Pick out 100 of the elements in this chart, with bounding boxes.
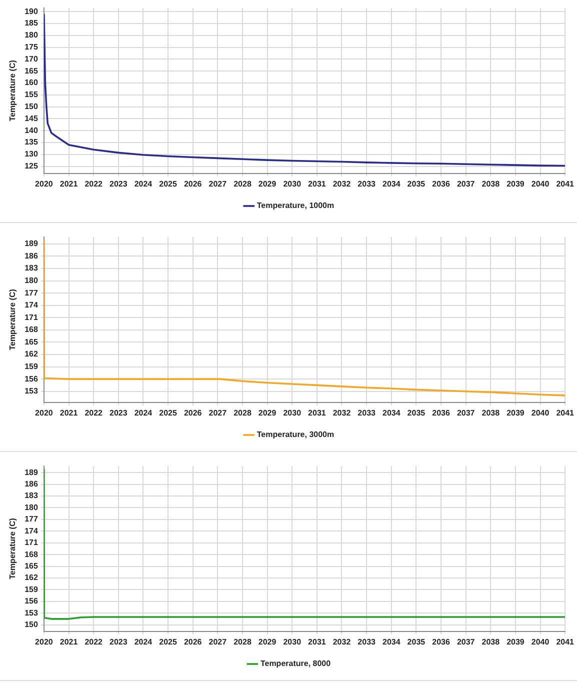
y-tick-label: 174: [24, 300, 38, 310]
x-tick-label: 2041: [556, 637, 575, 646]
y-tick-label: 180: [24, 30, 38, 40]
x-tick-label: 2028: [234, 179, 252, 188]
x-tick-label: 2039: [506, 637, 525, 646]
x-tick-label: 2036: [432, 637, 450, 646]
x-tick-label: 2020: [35, 408, 54, 418]
y-axis-title: Temperature (C): [8, 60, 18, 122]
x-tick-label: 2029: [258, 179, 277, 188]
x-tick-label: 2021: [60, 637, 78, 646]
x-tick-label: 2032: [332, 179, 352, 188]
x-tick-label: 2026: [184, 408, 202, 418]
x-tick-label: 2022: [84, 408, 104, 418]
x-tick-label: 2031: [308, 408, 326, 418]
x-tick-label: 2040: [531, 408, 550, 418]
x-tick-label: 2038: [482, 408, 500, 418]
legend-label: Temperature, 3000m: [256, 430, 334, 440]
y-tick-label: 165: [24, 66, 38, 76]
y-tick-label: 165: [24, 337, 38, 346]
x-tick-label: 2026: [184, 179, 202, 188]
y-tick-label: 190: [24, 6, 38, 16]
x-tick-label: 2035: [407, 179, 426, 188]
x-tick-label: 2040: [531, 637, 550, 646]
x-tick-label: 2035: [407, 637, 426, 646]
y-tick-label: 150: [24, 102, 38, 111]
y-tick-label: 130: [24, 150, 38, 159]
y-tick-label: 171: [24, 538, 38, 548]
y-tick-label: 185: [24, 18, 38, 28]
x-tick-label: 2037: [456, 637, 476, 646]
y-tick-label: 145: [24, 114, 38, 123]
y-tick-label: 170: [24, 54, 38, 64]
x-tick-label: 2038: [482, 179, 500, 188]
x-tick-label: 2020: [35, 179, 54, 188]
x-tick-label: 2030: [283, 179, 302, 188]
x-tick-label: 2028: [234, 637, 252, 646]
x-tick-label: 2022: [84, 179, 104, 188]
y-tick-label: 165: [24, 561, 38, 570]
x-tick-label: 2031: [308, 637, 326, 646]
x-tick-label: 2027: [208, 408, 228, 418]
y-tick-label: 183: [24, 491, 38, 500]
legend-label: Temperature, 1000m: [256, 201, 334, 210]
y-tick-label: 155: [24, 90, 38, 100]
x-tick-label: 2023: [110, 637, 128, 646]
y-tick-label: 186: [24, 251, 38, 260]
x-tick-label: 2036: [432, 179, 450, 188]
x-tick-label: 2033: [358, 179, 376, 188]
y-tick-label: 171: [24, 312, 38, 322]
x-tick-label: 2031: [308, 179, 326, 188]
y-tick-label: 180: [24, 276, 38, 286]
x-tick-label: 2027: [208, 179, 228, 188]
x-tick-label: 2029: [258, 408, 277, 418]
x-tick-label: 2028: [234, 408, 252, 418]
y-tick-label: 159: [24, 362, 38, 371]
y-tick-label: 189: [24, 239, 38, 248]
y-tick-label: 156: [24, 374, 38, 384]
y-tick-label: 168: [24, 325, 38, 334]
x-tick-label: 2030: [283, 637, 302, 646]
x-tick-label: 2034: [382, 408, 401, 418]
x-tick-label: 2024: [134, 408, 153, 418]
y-tick-label: 156: [24, 596, 38, 606]
y-tick-label: 140: [24, 126, 38, 135]
y-tick-label: 177: [24, 288, 38, 298]
x-tick-label: 2022: [84, 637, 104, 646]
y-tick-label: 177: [24, 514, 38, 524]
x-tick-label: 2034: [382, 637, 401, 646]
x-tick-label: 2039: [506, 179, 525, 188]
x-tick-label: 2035: [407, 408, 426, 418]
x-tick-label: 2041: [556, 408, 575, 418]
x-tick-label: 2037: [456, 179, 476, 188]
x-tick-label: 2036: [432, 408, 450, 418]
x-tick-label: 2025: [159, 408, 178, 418]
x-tick-label: 2026: [184, 637, 202, 646]
y-tick-label: 153: [24, 608, 38, 618]
legend-label: Temperature, 8000: [260, 659, 332, 668]
y-tick-label: 162: [24, 573, 38, 582]
y-tick-label: 175: [24, 42, 38, 52]
x-tick-label: 2032: [332, 408, 352, 418]
y-tick-label: 180: [24, 502, 38, 512]
x-tick-label: 2037: [456, 408, 476, 418]
y-tick-label: 125: [24, 161, 38, 170]
y-axis-title: Temperature (C): [8, 518, 18, 580]
x-tick-label: 2024: [134, 179, 153, 188]
x-tick-label: 2030: [283, 408, 302, 418]
x-tick-label: 2024: [134, 637, 153, 646]
y-tick-label: 150: [24, 620, 38, 629]
x-tick-label: 2027: [208, 637, 228, 646]
y-tick-label: 162: [24, 350, 38, 359]
x-tick-label: 2038: [482, 637, 500, 646]
y-tick-label: 168: [24, 550, 38, 559]
y-tick-label: 186: [24, 480, 38, 489]
y-axis-title: Temperature (C): [8, 288, 18, 350]
y-tick-label: 174: [24, 526, 38, 536]
x-tick-label: 2041: [556, 179, 575, 188]
x-tick-label: 2023: [110, 179, 128, 188]
y-tick-label: 153: [24, 386, 38, 396]
x-tick-label: 2033: [358, 637, 376, 646]
x-tick-label: 2021: [60, 408, 78, 418]
y-tick-label: 189: [24, 468, 38, 477]
x-tick-label: 2034: [382, 179, 401, 188]
x-tick-label: 2039: [506, 408, 525, 418]
